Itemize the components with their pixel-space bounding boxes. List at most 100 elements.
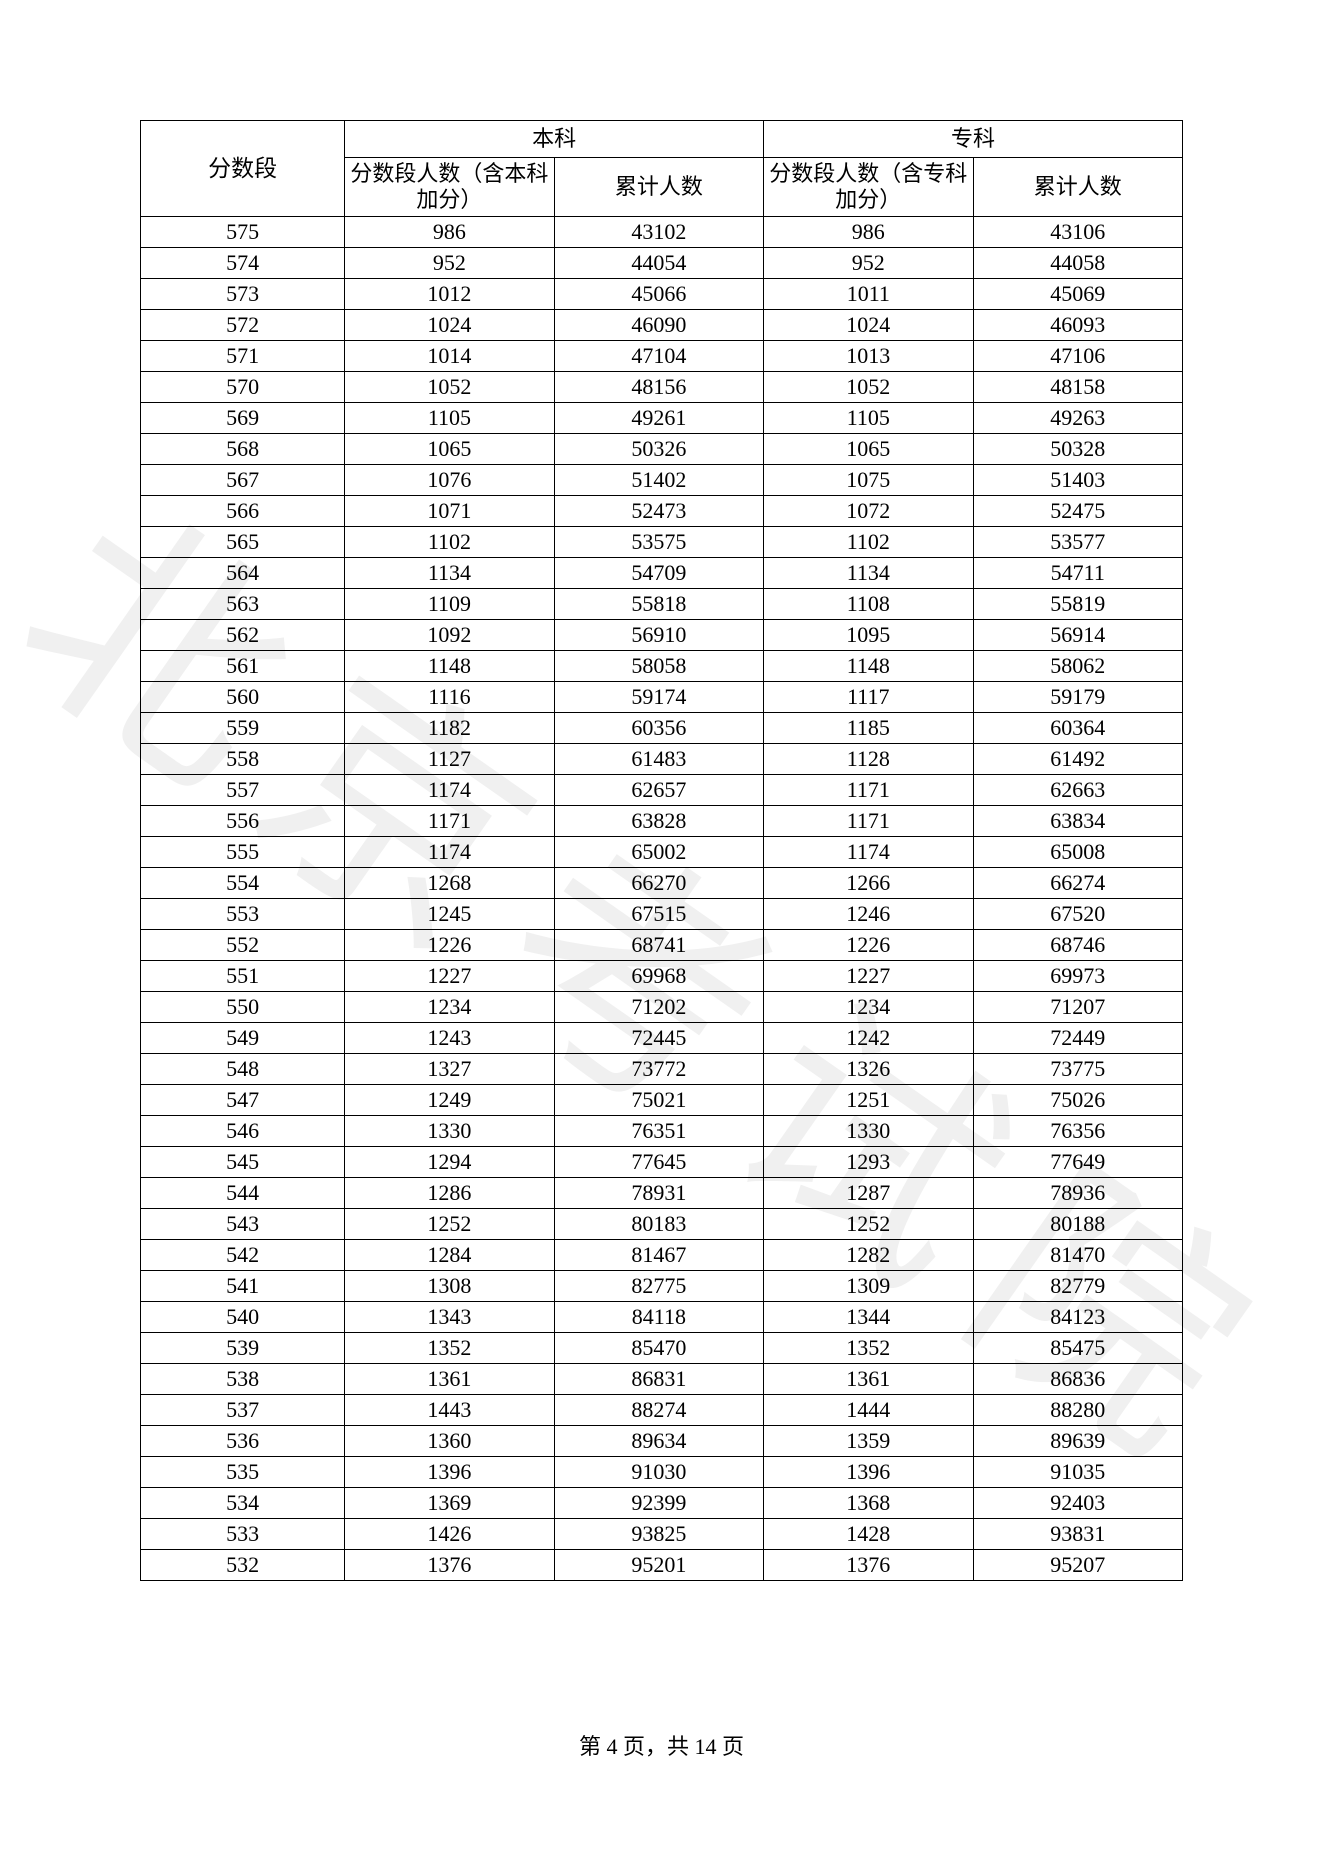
cell-benke-count: 1294 [345, 1147, 554, 1178]
table-row: 564113454709113454711 [141, 558, 1183, 589]
cell-zhuanke-cum: 72449 [973, 1023, 1182, 1054]
cell-benke-cum: 71202 [554, 992, 763, 1023]
col-header-benke-cum: 累计人数 [554, 158, 763, 217]
cell-zhuanke-cum: 82779 [973, 1271, 1182, 1302]
cell-benke-cum: 50326 [554, 434, 763, 465]
cell-zhuanke-cum: 92403 [973, 1488, 1182, 1519]
cell-zhuanke-cum: 77649 [973, 1147, 1182, 1178]
cell-score: 568 [141, 434, 345, 465]
table-row: 532137695201137695207 [141, 1550, 1183, 1581]
cell-benke-count: 1171 [345, 806, 554, 837]
table-row: 560111659174111759179 [141, 682, 1183, 713]
cell-zhuanke-count: 1174 [764, 837, 973, 868]
table-row: 558112761483112861492 [141, 744, 1183, 775]
cell-benke-count: 1369 [345, 1488, 554, 1519]
cell-benke-count: 1071 [345, 496, 554, 527]
cell-zhuanke-cum: 52475 [973, 496, 1182, 527]
cell-score: 543 [141, 1209, 345, 1240]
cell-score: 533 [141, 1519, 345, 1550]
cell-zhuanke-count: 1105 [764, 403, 973, 434]
cell-zhuanke-count: 1309 [764, 1271, 973, 1302]
cell-zhuanke-cum: 61492 [973, 744, 1182, 775]
cell-zhuanke-count: 1282 [764, 1240, 973, 1271]
cell-zhuanke-count: 1024 [764, 310, 973, 341]
cell-score: 569 [141, 403, 345, 434]
cell-zhuanke-count: 1361 [764, 1364, 973, 1395]
cell-zhuanke-cum: 68746 [973, 930, 1182, 961]
cell-zhuanke-count: 986 [764, 217, 973, 248]
table-row: 550123471202123471207 [141, 992, 1183, 1023]
cell-benke-count: 1116 [345, 682, 554, 713]
table-row: 545129477645129377649 [141, 1147, 1183, 1178]
cell-zhuanke-count: 1252 [764, 1209, 973, 1240]
cell-benke-cum: 92399 [554, 1488, 763, 1519]
cell-benke-cum: 67515 [554, 899, 763, 930]
cell-benke-count: 952 [345, 248, 554, 279]
cell-score: 565 [141, 527, 345, 558]
cell-score: 561 [141, 651, 345, 682]
cell-benke-count: 1102 [345, 527, 554, 558]
col-header-zhuanke-count: 分数段人数（含专科加分） [764, 158, 973, 217]
cell-zhuanke-count: 1185 [764, 713, 973, 744]
cell-zhuanke-cum: 88280 [973, 1395, 1182, 1426]
table-row: 570105248156105248158 [141, 372, 1183, 403]
cell-score: 563 [141, 589, 345, 620]
cell-benke-cum: 93825 [554, 1519, 763, 1550]
cell-score: 548 [141, 1054, 345, 1085]
cell-score: 545 [141, 1147, 345, 1178]
cell-benke-count: 1226 [345, 930, 554, 961]
cell-score: 536 [141, 1426, 345, 1457]
cell-score: 557 [141, 775, 345, 806]
table-row: 540134384118134484123 [141, 1302, 1183, 1333]
table-row: 557117462657117162663 [141, 775, 1183, 806]
cell-zhuanke-count: 1072 [764, 496, 973, 527]
cell-zhuanke-cum: 91035 [973, 1457, 1182, 1488]
table-row: 542128481467128281470 [141, 1240, 1183, 1271]
table-row: 543125280183125280188 [141, 1209, 1183, 1240]
cell-benke-count: 1174 [345, 837, 554, 868]
table-row: 561114858058114858062 [141, 651, 1183, 682]
cell-zhuanke-cum: 47106 [973, 341, 1182, 372]
cell-zhuanke-count: 1117 [764, 682, 973, 713]
cell-benke-cum: 44054 [554, 248, 763, 279]
cell-zhuanke-cum: 59179 [973, 682, 1182, 713]
cell-zhuanke-cum: 78936 [973, 1178, 1182, 1209]
cell-benke-cum: 75021 [554, 1085, 763, 1116]
cell-score: 532 [141, 1550, 345, 1581]
cell-zhuanke-count: 1065 [764, 434, 973, 465]
table-row: 572102446090102446093 [141, 310, 1183, 341]
cell-benke-cum: 84118 [554, 1302, 763, 1333]
cell-benke-cum: 46090 [554, 310, 763, 341]
footer-page: 4 [606, 1734, 617, 1759]
cell-zhuanke-cum: 86836 [973, 1364, 1182, 1395]
cell-benke-count: 1426 [345, 1519, 554, 1550]
cell-zhuanke-count: 952 [764, 248, 973, 279]
cell-score: 555 [141, 837, 345, 868]
table-row: 544128678931128778936 [141, 1178, 1183, 1209]
cell-zhuanke-cum: 73775 [973, 1054, 1182, 1085]
cell-benke-count: 1352 [345, 1333, 554, 1364]
table-row: 567107651402107551403 [141, 465, 1183, 496]
cell-zhuanke-cum: 46093 [973, 310, 1182, 341]
table-row: 566107152473107252475 [141, 496, 1183, 527]
table-row: 569110549261110549263 [141, 403, 1183, 434]
cell-benke-count: 1396 [345, 1457, 554, 1488]
cell-benke-count: 1343 [345, 1302, 554, 1333]
cell-benke-count: 1284 [345, 1240, 554, 1271]
cell-zhuanke-cum: 44058 [973, 248, 1182, 279]
cell-benke-count: 1443 [345, 1395, 554, 1426]
cell-benke-count: 1376 [345, 1550, 554, 1581]
cell-zhuanke-cum: 53577 [973, 527, 1182, 558]
cell-benke-count: 1012 [345, 279, 554, 310]
cell-benke-cum: 88274 [554, 1395, 763, 1426]
cell-zhuanke-cum: 65008 [973, 837, 1182, 868]
cell-benke-count: 1109 [345, 589, 554, 620]
score-table: 分数段 本科 专科 分数段人数（含本科加分） 累计人数 分数段人数（含专科加分）… [140, 120, 1183, 1581]
cell-score: 546 [141, 1116, 345, 1147]
cell-score: 551 [141, 961, 345, 992]
cell-zhuanke-count: 1128 [764, 744, 973, 775]
table-row: 571101447104101347106 [141, 341, 1183, 372]
cell-zhuanke-cum: 43106 [973, 217, 1182, 248]
cell-zhuanke-cum: 75026 [973, 1085, 1182, 1116]
cell-benke-cum: 68741 [554, 930, 763, 961]
